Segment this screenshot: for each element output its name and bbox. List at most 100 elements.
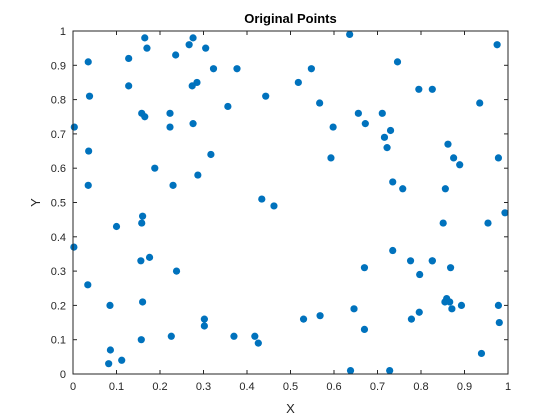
y-tick-label: 0.9 <box>51 60 66 72</box>
data-point <box>360 325 369 334</box>
data-point <box>138 219 146 227</box>
data-point <box>346 366 355 375</box>
data-point <box>200 315 208 323</box>
y-tick-label: 0.1 <box>51 335 66 347</box>
data-point <box>406 257 415 265</box>
data-point <box>316 99 324 107</box>
x-axis-label: X <box>286 401 295 416</box>
data-point <box>125 82 133 90</box>
data-point <box>207 150 215 159</box>
data-point <box>360 264 369 272</box>
data-point <box>477 349 486 358</box>
data-point <box>84 281 92 289</box>
x-tick-label: 0.6 <box>326 381 341 393</box>
data-point <box>141 113 149 121</box>
data-point <box>354 109 362 117</box>
x-tick-label: 0.5 <box>283 381 298 393</box>
data-point <box>378 109 386 117</box>
data-point <box>166 123 174 131</box>
data-point <box>105 360 113 368</box>
data-point <box>457 301 466 309</box>
data-point <box>428 85 436 93</box>
data-point <box>399 185 407 193</box>
data-point <box>380 133 389 141</box>
data-point <box>145 253 154 261</box>
data-point <box>350 305 358 313</box>
data-point <box>106 301 114 309</box>
data-point <box>139 298 147 306</box>
data-point <box>456 161 464 169</box>
data-point <box>166 109 174 117</box>
data-point <box>383 144 391 152</box>
data-point <box>270 202 278 210</box>
x-tick-label: 0.3 <box>196 381 211 393</box>
data-point <box>200 322 208 330</box>
data-point <box>361 120 369 128</box>
data-point <box>299 315 308 323</box>
data-point <box>450 154 458 162</box>
x-axis-ticks: 0 0.1 0.2 0.3 0.4 0.5 0.6 0.7 0.8 0.9 1 <box>70 31 511 393</box>
y-axis-label: Y <box>28 198 43 207</box>
y-tick-label: 0.4 <box>51 232 66 244</box>
data-point <box>137 257 145 265</box>
data-point <box>446 264 455 272</box>
data-point <box>389 246 397 255</box>
y-tick-label: 1 <box>60 26 66 38</box>
y-axis-ticks: 0 0.1 0.2 0.3 0.4 0.5 0.6 0.7 0.8 0.9 1 <box>51 26 508 381</box>
data-point <box>294 78 302 87</box>
data-point <box>118 356 126 364</box>
data-point <box>476 99 484 107</box>
data-point <box>139 212 147 220</box>
y-tick-label: 0.7 <box>51 129 66 141</box>
y-tick-label: 0.3 <box>51 266 66 278</box>
data-point <box>143 44 151 52</box>
data-point <box>209 65 218 73</box>
data-point <box>258 195 266 203</box>
data-points <box>70 30 509 375</box>
data-point <box>85 92 94 100</box>
data-point <box>407 315 416 323</box>
data-point <box>393 58 402 66</box>
data-point <box>484 219 492 227</box>
data-point <box>151 164 159 172</box>
y-tick-label: 0.2 <box>51 300 66 312</box>
data-point <box>84 58 92 66</box>
data-point <box>230 332 238 340</box>
x-tick-label: 1 <box>505 381 511 393</box>
data-point <box>172 51 180 59</box>
data-point <box>185 41 193 49</box>
data-point <box>172 267 181 275</box>
data-point <box>386 366 394 375</box>
data-point <box>416 270 424 279</box>
data-point <box>501 209 509 217</box>
chart-title: Original Points <box>244 11 336 26</box>
plot-area <box>73 31 508 374</box>
x-tick-label: 0.8 <box>413 381 428 393</box>
data-point <box>327 154 335 162</box>
data-point <box>141 34 149 42</box>
data-point <box>428 257 436 265</box>
data-point <box>254 339 262 347</box>
data-point <box>189 120 197 128</box>
data-point <box>495 318 503 327</box>
data-point <box>448 305 456 313</box>
data-point <box>441 185 449 193</box>
data-point <box>137 336 145 344</box>
data-point <box>493 41 501 49</box>
data-point <box>494 154 503 162</box>
x-tick-label: 0 <box>70 381 76 393</box>
data-point <box>125 54 133 63</box>
data-point <box>389 178 397 186</box>
data-point <box>415 308 423 316</box>
data-point <box>415 85 423 93</box>
data-point <box>307 65 315 73</box>
data-point <box>70 123 78 131</box>
data-point <box>106 346 115 354</box>
x-tick-label: 0.1 <box>109 381 124 393</box>
data-point <box>346 30 354 39</box>
data-point <box>262 92 270 100</box>
data-point <box>70 243 78 251</box>
data-point <box>84 181 92 189</box>
